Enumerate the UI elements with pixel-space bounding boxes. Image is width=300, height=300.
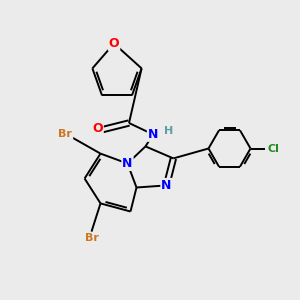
Text: Cl: Cl bbox=[268, 143, 280, 154]
Text: N: N bbox=[161, 179, 172, 192]
Text: H: H bbox=[164, 126, 173, 136]
Text: O: O bbox=[109, 37, 119, 50]
Text: Br: Br bbox=[85, 233, 99, 243]
Text: N: N bbox=[122, 157, 133, 170]
Text: Br: Br bbox=[58, 129, 72, 139]
Text: O: O bbox=[92, 122, 103, 136]
Text: N: N bbox=[148, 128, 158, 141]
